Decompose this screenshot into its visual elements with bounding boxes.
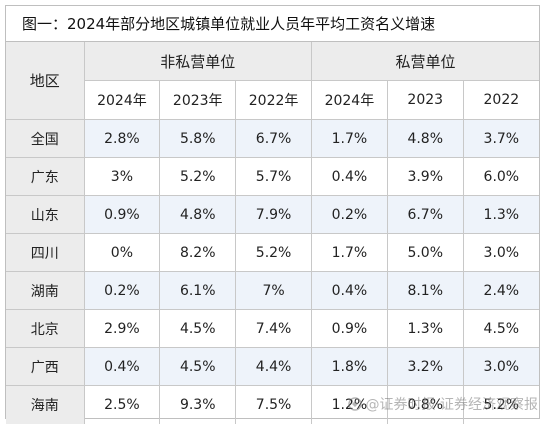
value-cell: 5.2% [235, 233, 312, 272]
value-cell: 7.5% [235, 385, 312, 424]
value-cell: 3% [83, 157, 161, 196]
value-cell: 4.8% [386, 119, 464, 158]
region-cell: 广西 [6, 347, 85, 386]
region-cell: 全国 [6, 119, 85, 158]
value-cell: 4.5% [159, 309, 237, 348]
table-row: 广西 0.4% 4.5% 4.4% 1.8% 3.2% 3.0% [6, 347, 539, 386]
year-header: 2024年 [310, 80, 388, 120]
value-cell: 3.0% [462, 347, 539, 386]
value-cell: 2.5% [83, 385, 161, 424]
table-title: 图一：2024年部分地区城镇单位就业人员年平均工资名义增速 [6, 6, 539, 42]
table-row: 北京 2.9% 4.5% 7.4% 0.9% 1.3% 4.5% [6, 309, 539, 348]
value-cell: 4.8% [159, 195, 237, 234]
region-cell: 四川 [6, 233, 85, 272]
watermark-logo-icon [347, 397, 362, 411]
value-cell: 0% [83, 233, 161, 272]
value-cell: 0.4% [310, 157, 388, 196]
year-header: 2022年 [235, 80, 312, 120]
private-group-header: 私营单位 [310, 42, 539, 81]
watermark: @证券时报·证券经济观察报 [347, 394, 538, 414]
value-cell: 3.2% [386, 347, 464, 386]
value-cell: 4.5% [462, 309, 539, 348]
value-cell: 1.7% [310, 233, 388, 272]
value-cell: 2.4% [462, 271, 539, 310]
value-cell: 6.7% [386, 195, 464, 234]
wage-growth-table: 地区 非私营单位 私营单位 2024年 2023年 2022年 2024年 20… [6, 42, 539, 424]
value-cell: 0.2% [310, 195, 388, 234]
value-cell: 3.0% [462, 233, 539, 272]
region-cell: 海南 [6, 385, 85, 424]
value-cell: 5.7% [235, 157, 312, 196]
watermark-text: @证券时报·证券经济观察报 [365, 397, 538, 413]
value-cell: 1.8% [310, 347, 388, 386]
table-row: 山东 0.9% 4.8% 7.9% 0.2% 6.7% 1.3% [6, 195, 539, 234]
table-row: 四川 0% 8.2% 5.2% 1.7% 5.0% 3.0% [6, 233, 539, 272]
nonprivate-group-header: 非私营单位 [83, 42, 312, 81]
table-row: 海南 2.5% 9.3% 7.5% 1.2% 0.8% 5.2% [6, 385, 539, 424]
value-cell: 7.4% [235, 309, 312, 348]
year-header: 2022 [462, 80, 539, 120]
region-cell: 广东 [6, 157, 85, 196]
value-cell: 0.4% [310, 271, 388, 310]
value-cell: 6.1% [159, 271, 237, 310]
value-cell: 5.8% [159, 119, 237, 158]
value-cell: 4.4% [235, 347, 312, 386]
table-row: 湖南 0.2% 6.1% 7% 0.4% 8.1% 2.4% [6, 271, 539, 310]
year-header: 2023年 [159, 80, 237, 120]
value-cell: 1.3% [386, 309, 464, 348]
value-cell: 0.8% [386, 385, 464, 424]
region-cell: 北京 [6, 309, 85, 348]
value-cell: 7% [235, 271, 312, 310]
value-cell: 5.2% [462, 385, 539, 424]
value-cell: 6.0% [462, 157, 539, 196]
value-cell: 7.9% [235, 195, 312, 234]
region-cell: 湖南 [6, 271, 85, 310]
value-cell: 5.0% [386, 233, 464, 272]
value-cell: 3.9% [386, 157, 464, 196]
value-cell: 4.5% [159, 347, 237, 386]
table-frame: 图一：2024年部分地区城镇单位就业人员年平均工资名义增速 地区 非私营单位 私… [5, 5, 540, 424]
value-cell: 0.4% [83, 347, 161, 386]
value-cell: 8.2% [159, 233, 237, 272]
value-cell: 6.7% [235, 119, 312, 158]
value-cell: 1.7% [310, 119, 388, 158]
value-cell: 5.2% [159, 157, 237, 196]
value-cell: 3.7% [462, 119, 539, 158]
value-cell: 9.3% [159, 385, 237, 424]
value-cell: 2.9% [83, 309, 161, 348]
table-row: 全国 2.8% 5.8% 6.7% 1.7% 4.8% 3.7% [6, 119, 539, 158]
year-header: 2024年 [84, 80, 161, 120]
region-header: 地区 [6, 42, 85, 120]
value-cell: 8.1% [386, 271, 464, 310]
value-cell: 0.9% [83, 195, 161, 234]
value-cell: 2.8% [83, 119, 161, 158]
year-header: 2023 [386, 80, 464, 120]
value-cell: 1.2% [310, 385, 388, 424]
value-cell: 1.3% [462, 195, 539, 234]
value-cell: 0.9% [310, 309, 388, 348]
table-row: 广东 3% 5.2% 5.7% 0.4% 3.9% 6.0% [6, 157, 539, 196]
region-cell: 山东 [6, 195, 85, 234]
value-cell: 0.2% [83, 271, 161, 310]
